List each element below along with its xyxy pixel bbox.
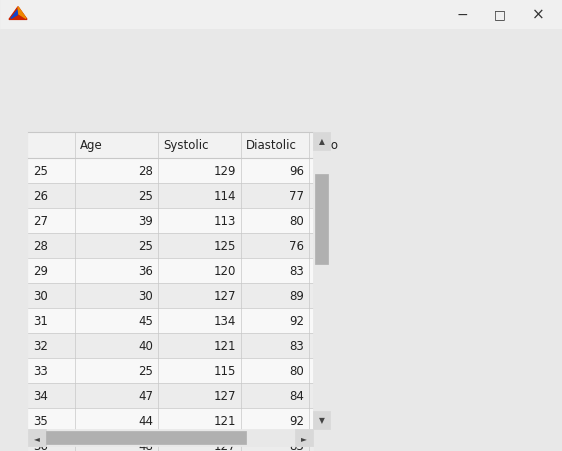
Bar bbox=[28, 184, 313, 208]
Text: 33: 33 bbox=[33, 364, 48, 377]
Text: 39: 39 bbox=[138, 215, 153, 227]
Text: 127: 127 bbox=[214, 389, 236, 402]
Text: 25: 25 bbox=[138, 239, 153, 253]
Bar bbox=[46, 431, 246, 444]
Text: ×: × bbox=[532, 8, 545, 23]
Text: 48: 48 bbox=[138, 439, 153, 451]
Bar bbox=[295, 429, 313, 446]
Text: 125: 125 bbox=[214, 239, 236, 253]
Bar bbox=[28, 408, 313, 433]
Text: 96: 96 bbox=[289, 165, 304, 178]
Text: 92: 92 bbox=[289, 314, 304, 327]
Text: 127: 127 bbox=[214, 439, 236, 451]
Text: Diastolic: Diastolic bbox=[246, 139, 297, 152]
Text: ◄: ◄ bbox=[34, 433, 40, 442]
Bar bbox=[28, 234, 313, 258]
Text: 35: 35 bbox=[33, 414, 48, 427]
Text: 25: 25 bbox=[138, 189, 153, 202]
Bar bbox=[28, 208, 313, 234]
Polygon shape bbox=[9, 8, 27, 20]
Polygon shape bbox=[11, 10, 18, 19]
Text: 76: 76 bbox=[289, 239, 304, 253]
Text: 121: 121 bbox=[214, 414, 236, 427]
Text: −: − bbox=[456, 8, 468, 22]
Bar bbox=[315, 175, 328, 264]
Text: ▲: ▲ bbox=[319, 137, 324, 146]
Text: 28: 28 bbox=[138, 165, 153, 178]
Bar bbox=[28, 383, 313, 408]
Text: 26: 26 bbox=[33, 189, 48, 202]
Text: 25: 25 bbox=[33, 165, 48, 178]
Bar bbox=[28, 133, 313, 451]
Text: 115: 115 bbox=[214, 364, 236, 377]
Text: 134: 134 bbox=[214, 314, 236, 327]
Text: 32: 32 bbox=[33, 339, 48, 352]
Text: 77: 77 bbox=[289, 189, 304, 202]
Text: 47: 47 bbox=[138, 389, 153, 402]
Text: □: □ bbox=[494, 9, 506, 22]
Bar bbox=[28, 429, 313, 446]
Bar bbox=[28, 258, 313, 283]
Text: 40: 40 bbox=[138, 339, 153, 352]
Text: 120: 120 bbox=[214, 264, 236, 277]
Text: 80: 80 bbox=[289, 215, 304, 227]
Bar bbox=[28, 133, 313, 159]
Text: 34: 34 bbox=[33, 389, 48, 402]
Text: 28: 28 bbox=[33, 239, 48, 253]
Polygon shape bbox=[18, 8, 26, 19]
Text: Age: Age bbox=[80, 139, 103, 152]
Text: 44: 44 bbox=[138, 414, 153, 427]
Text: 127: 127 bbox=[214, 290, 236, 302]
Bar bbox=[28, 333, 313, 358]
Bar bbox=[28, 159, 313, 184]
Bar bbox=[0, 0, 562, 30]
Bar bbox=[313, 133, 330, 429]
Text: 83: 83 bbox=[289, 439, 304, 451]
Text: 25: 25 bbox=[138, 364, 153, 377]
Text: 92: 92 bbox=[289, 414, 304, 427]
Bar bbox=[28, 358, 313, 383]
Text: 31: 31 bbox=[33, 314, 48, 327]
Bar bbox=[28, 429, 46, 446]
Text: 45: 45 bbox=[138, 314, 153, 327]
Bar bbox=[313, 411, 330, 429]
Bar bbox=[28, 283, 313, 308]
Text: 36: 36 bbox=[138, 264, 153, 277]
Bar bbox=[28, 433, 313, 451]
Text: 36: 36 bbox=[33, 439, 48, 451]
Text: 84: 84 bbox=[289, 389, 304, 402]
Text: 114: 114 bbox=[214, 189, 236, 202]
Text: 30: 30 bbox=[138, 290, 153, 302]
Text: 30: 30 bbox=[33, 290, 48, 302]
Text: 89: 89 bbox=[289, 290, 304, 302]
Bar bbox=[28, 308, 313, 333]
Text: 27: 27 bbox=[33, 215, 48, 227]
Text: Smo: Smo bbox=[312, 139, 338, 152]
Text: 29: 29 bbox=[33, 264, 48, 277]
Text: Systolic: Systolic bbox=[163, 139, 209, 152]
Bar bbox=[28, 133, 330, 446]
Text: 83: 83 bbox=[289, 264, 304, 277]
Text: ▼: ▼ bbox=[319, 415, 324, 424]
Text: 121: 121 bbox=[214, 339, 236, 352]
Text: 113: 113 bbox=[214, 215, 236, 227]
Text: ►: ► bbox=[301, 433, 307, 442]
Text: 129: 129 bbox=[214, 165, 236, 178]
Bar bbox=[313, 133, 330, 151]
Text: 83: 83 bbox=[289, 339, 304, 352]
Text: 80: 80 bbox=[289, 364, 304, 377]
